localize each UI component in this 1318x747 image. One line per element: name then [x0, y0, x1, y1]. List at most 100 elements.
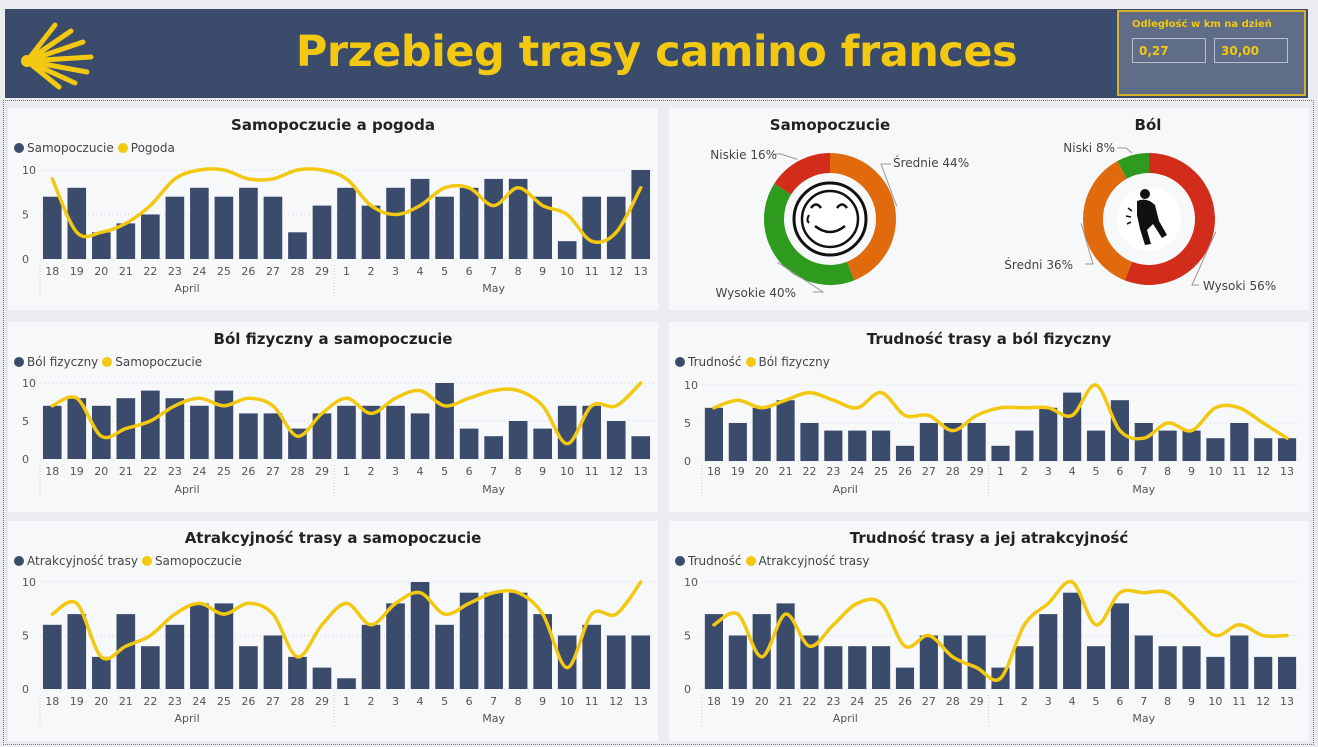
x-tick-label: 19 — [731, 465, 745, 478]
x-tick-label: 10 — [560, 265, 574, 278]
legend-bar-marker — [14, 556, 24, 566]
bar — [557, 635, 577, 689]
bar — [1063, 592, 1082, 689]
series-line — [712, 579, 1289, 682]
x-tick-label: 7 — [1140, 695, 1147, 708]
x-tick-label: 1 — [343, 265, 350, 278]
x-tick-label: 29 — [315, 465, 329, 478]
legend-label: Samopoczucie — [115, 355, 203, 369]
legend-label: Pogoda — [130, 141, 175, 155]
month-label: May — [482, 483, 505, 496]
month-label: April — [175, 483, 200, 496]
x-tick-label: 2 — [1021, 695, 1028, 708]
slice-leader — [880, 163, 898, 207]
slice-label: Średni 36% — [1004, 257, 1073, 272]
distance-slicer[interactable]: Odległość w km na dzień 0,27 30,00 — [1117, 10, 1306, 96]
donut-slice — [830, 153, 896, 281]
donut-slice — [774, 153, 830, 195]
x-tick-label: 24 — [192, 695, 206, 708]
chart-panel-mood-weather[interactable]: Samopoczucie a pogoda Samopoczucie Pogod… — [8, 108, 658, 310]
bar — [508, 178, 528, 259]
bar — [459, 592, 479, 689]
x-tick-label: 28 — [290, 265, 304, 278]
bar — [1206, 438, 1225, 461]
donut-mood: Średnie 44% Wysokie 40% Niskie 16% — [710, 148, 969, 300]
x-tick-label: 10 — [1208, 465, 1222, 478]
slice-leader — [1191, 231, 1217, 286]
bar — [288, 232, 307, 259]
donut-panel[interactable]: Samopoczucie Ból Średnie 44% Wysokie 40% N… — [669, 108, 1309, 310]
slicer-min-input[interactable]: 0,27 — [1132, 38, 1206, 63]
x-tick-label: 21 — [119, 695, 133, 708]
slicer-max-input[interactable]: 30,00 — [1214, 38, 1288, 63]
legend-label: Samopoczucie — [154, 554, 242, 568]
legend-bar-marker — [14, 357, 24, 367]
bar — [533, 196, 552, 259]
bar — [1158, 646, 1177, 689]
x-tick-label: 6 — [466, 695, 473, 708]
chart-panel-pain-mood[interactable]: Ból fizyczny a samopoczucie Ból fizyczny… — [8, 322, 658, 512]
series-line — [50, 167, 643, 245]
bar — [919, 423, 938, 461]
bar — [190, 187, 209, 259]
bar — [165, 624, 185, 689]
x-tick-label: 20 — [94, 265, 108, 278]
x-tick-label: 29 — [315, 695, 329, 708]
bar — [1230, 635, 1249, 689]
chart-panel-difficulty-attractiveness[interactable]: Trudność trasy a jej atrakcyjność Trudno… — [669, 521, 1309, 741]
bar — [1277, 438, 1297, 461]
x-tick-label: 26 — [241, 695, 255, 708]
bar — [606, 635, 626, 689]
x-tick-label: 4 — [417, 695, 424, 708]
x-tick-label: 19 — [731, 695, 745, 708]
bar — [582, 624, 602, 689]
month-label: April — [833, 712, 858, 725]
y-tick-label: 0 — [684, 455, 691, 468]
x-tick-label: 13 — [1280, 465, 1294, 478]
x-tick-label: 28 — [946, 695, 960, 708]
x-tick-label: 20 — [94, 465, 108, 478]
chart-panel-difficulty-pain[interactable]: Trudność trasy a ból fizyczny Trudność B… — [669, 322, 1309, 512]
bar — [214, 603, 234, 689]
chart-panel-attractiveness-mood[interactable]: Atrakcyjność trasy a samopoczucie Atrakc… — [8, 521, 658, 741]
x-tick-label: 27 — [266, 465, 280, 478]
bar — [1254, 656, 1273, 689]
slicer-title: Odległość w km na dzień — [1132, 19, 1272, 30]
month-label: May — [1132, 483, 1155, 496]
bar — [533, 428, 552, 459]
x-tick-label: 7 — [490, 265, 497, 278]
bar — [1015, 430, 1034, 461]
bar — [800, 423, 819, 461]
x-tick-label: 12 — [1256, 695, 1270, 708]
donut-slice — [1083, 161, 1133, 281]
x-tick-label: 22 — [802, 465, 816, 478]
x-tick-label: 24 — [850, 465, 864, 478]
donut-charts: Średnie 44% Wysokie 40% Niskie 16% Wysoki … — [710, 141, 1276, 300]
month-label: May — [482, 282, 505, 295]
x-tick-label: 8 — [1164, 465, 1171, 478]
x-tick-label: 4 — [417, 465, 424, 478]
x-tick-label: 29 — [970, 465, 984, 478]
legend-line-marker — [117, 143, 128, 153]
legend-line-marker — [745, 357, 756, 367]
x-tick-label: 9 — [1188, 695, 1195, 708]
x-tick-label: 26 — [241, 265, 255, 278]
month-label: April — [175, 282, 200, 295]
bar — [91, 405, 111, 459]
x-tick-label: 7 — [1140, 465, 1147, 478]
x-tick-label: 27 — [922, 465, 936, 478]
bar — [312, 205, 332, 259]
x-tick-label: 22 — [143, 265, 157, 278]
x-tick-label: 2 — [368, 695, 375, 708]
x-tick-label: 12 — [609, 465, 623, 478]
x-tick-label: 26 — [241, 465, 255, 478]
x-tick-label: 5 — [441, 265, 448, 278]
x-tick-label: 25 — [217, 465, 231, 478]
x-tick-label: 23 — [826, 465, 840, 478]
bar — [239, 413, 258, 459]
bar — [386, 603, 405, 689]
chart-title: Atrakcyjność trasy a samopoczucie — [184, 529, 482, 547]
legend-line-marker — [141, 556, 152, 566]
bar — [1254, 438, 1273, 461]
bar — [895, 445, 915, 461]
